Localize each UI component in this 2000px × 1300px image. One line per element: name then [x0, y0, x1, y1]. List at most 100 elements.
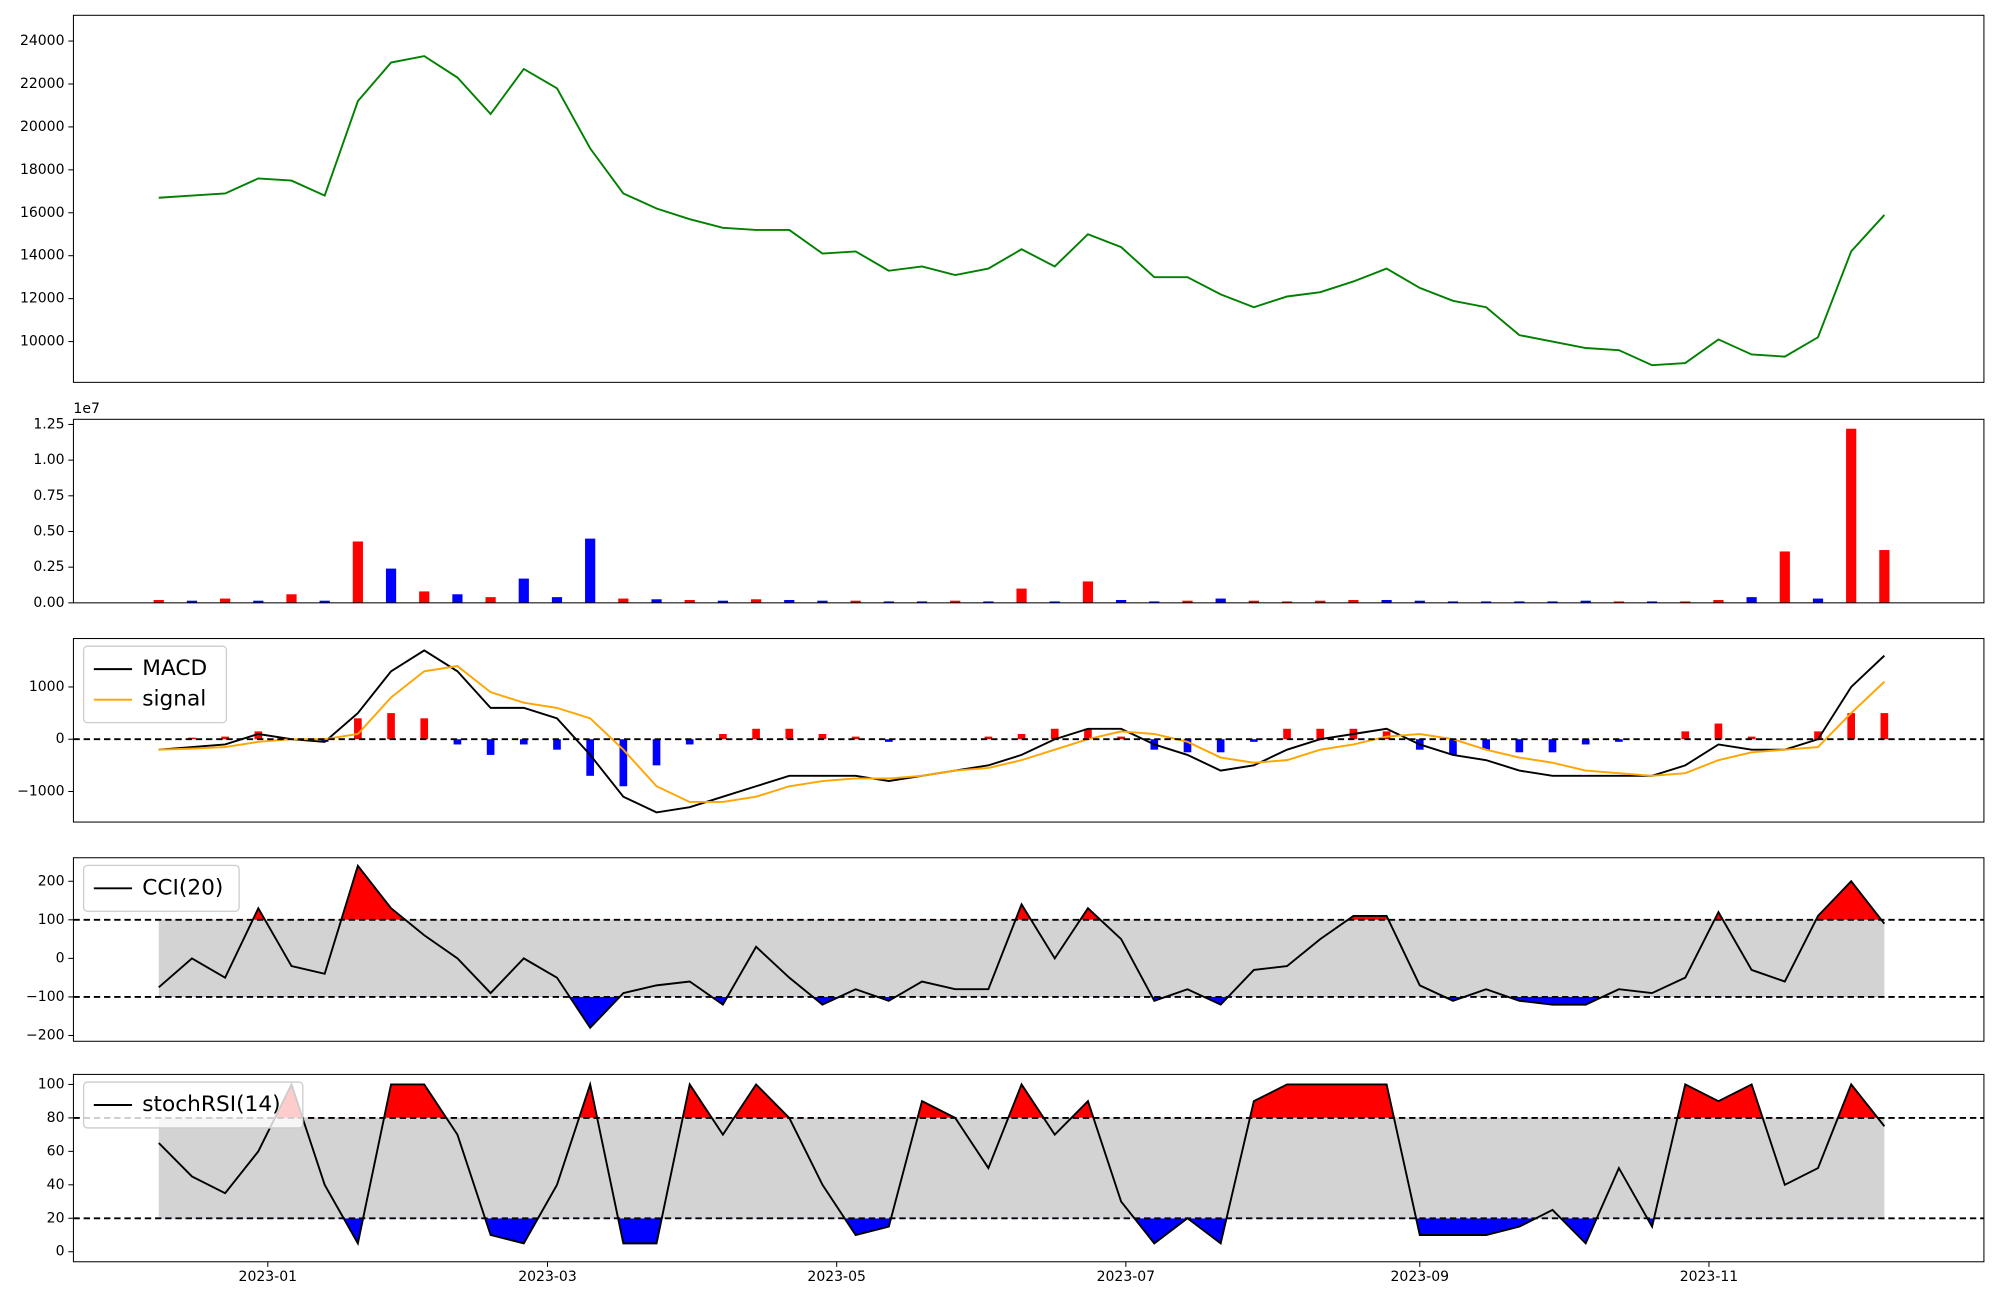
volume-bar	[352, 541, 363, 603]
histogram-bar	[519, 739, 528, 745]
histogram-bar	[1880, 713, 1889, 740]
volume-bar	[1348, 599, 1359, 603]
volume-bar	[883, 601, 894, 603]
legend-label: CCI(20)	[142, 875, 223, 900]
y-tick-label: 20	[47, 1210, 65, 1226]
histogram-bar	[1250, 739, 1258, 742]
volume-bar	[1613, 601, 1624, 603]
volume-bar	[651, 599, 662, 603]
histogram-bar	[1084, 728, 1092, 740]
volume-bar	[253, 600, 264, 603]
volume-bar	[618, 598, 629, 603]
y-tick-label: 200	[38, 873, 65, 889]
histogram-bar	[1847, 713, 1856, 740]
legend-label: signal	[142, 687, 206, 712]
histogram-bar	[652, 739, 661, 766]
axes-frame	[72, 857, 1985, 1042]
axes-frame	[72, 638, 1985, 823]
volume-bar	[1149, 601, 1160, 603]
volume-bar	[485, 597, 496, 603]
volume-bar	[385, 568, 397, 603]
volume-bar	[1281, 601, 1293, 603]
histogram-bar	[1017, 734, 1026, 740]
histogram-bar	[1283, 728, 1291, 740]
x-tick-label: 2023-01	[239, 1269, 298, 1285]
volume-bar	[1016, 588, 1027, 603]
legend-box	[82, 864, 240, 912]
y-tick-label: −200	[26, 1027, 64, 1043]
y-tick-label: 0.25	[33, 559, 64, 575]
volume-bar	[220, 598, 231, 603]
volume-bar	[186, 600, 198, 603]
volume-bar	[551, 597, 563, 603]
volume-bar	[1646, 601, 1658, 603]
volume-bar	[1447, 601, 1459, 603]
histogram-bar	[254, 731, 263, 740]
volume-bar	[1713, 599, 1724, 603]
volume-bar	[1879, 550, 1890, 603]
volume-bar	[1481, 601, 1492, 603]
volume-bar	[1082, 581, 1094, 603]
histogram-bar	[818, 734, 827, 740]
volume-bar	[1049, 601, 1060, 603]
histogram-bar	[1117, 736, 1125, 740]
histogram-bar	[1449, 739, 1457, 755]
level-band	[158, 919, 1885, 997]
y-tick-label: 100	[38, 1076, 65, 1092]
axes-frame	[72, 14, 1985, 383]
y-tick-label: 24000	[20, 33, 65, 49]
histogram-bar	[1581, 739, 1590, 745]
series-line	[158, 649, 1886, 814]
volume-bar	[1746, 597, 1757, 603]
y-tick-label: 0	[56, 731, 65, 747]
histogram-bar	[1615, 739, 1623, 742]
histogram-bar	[719, 734, 727, 740]
histogram-bar	[1050, 728, 1059, 740]
volume-bar	[1680, 601, 1691, 603]
offset-label: 1e7	[73, 401, 99, 417]
volume-bar	[1547, 601, 1558, 603]
y-tick-label: 18000	[20, 162, 65, 178]
volume-bar	[784, 599, 795, 603]
fill-above	[158, 865, 1885, 920]
volume-bar	[1315, 600, 1326, 603]
histogram-bar	[453, 739, 462, 745]
volume-bar	[1812, 598, 1824, 603]
histogram-bar	[387, 713, 395, 740]
histogram-bar	[1216, 739, 1225, 753]
volume-bar	[750, 599, 762, 603]
histogram-bar	[885, 739, 893, 742]
volume-bar	[850, 600, 861, 603]
series-line	[158, 863, 1886, 1030]
volume-bar	[1846, 428, 1857, 603]
y-tick-label: 100	[38, 912, 65, 928]
histogram-bar	[1183, 739, 1192, 753]
histogram-bar	[1515, 739, 1524, 753]
volume-bar	[153, 599, 164, 603]
y-tick-label: 10000	[20, 334, 65, 350]
fill-below	[158, 996, 1885, 1028]
volume-bar	[1215, 598, 1226, 603]
histogram-bar	[1382, 731, 1391, 740]
histogram-bar	[354, 718, 362, 740]
histogram-bar	[1814, 731, 1822, 740]
volume-bar	[717, 600, 729, 603]
x-tick-label: 2023-09	[1391, 1269, 1450, 1285]
histogram-bar	[752, 728, 760, 740]
y-tick-label: 12000	[20, 291, 65, 307]
y-tick-label: 0.50	[33, 523, 64, 539]
histogram-bar	[785, 728, 794, 740]
fill-above	[158, 1084, 1885, 1118]
histogram-bar	[486, 739, 495, 755]
volume-bar	[1514, 601, 1525, 603]
y-tick-label: 20000	[20, 119, 65, 135]
volume-bar	[950, 600, 961, 603]
histogram-bar	[984, 736, 993, 740]
histogram-bar	[553, 739, 561, 750]
histogram-bar	[619, 739, 628, 787]
volume-bar	[916, 601, 928, 603]
level-band	[158, 1117, 1885, 1219]
y-tick-label: 1.25	[33, 416, 64, 432]
y-tick-label: 60	[47, 1143, 65, 1159]
y-tick-label: 22000	[20, 76, 65, 92]
